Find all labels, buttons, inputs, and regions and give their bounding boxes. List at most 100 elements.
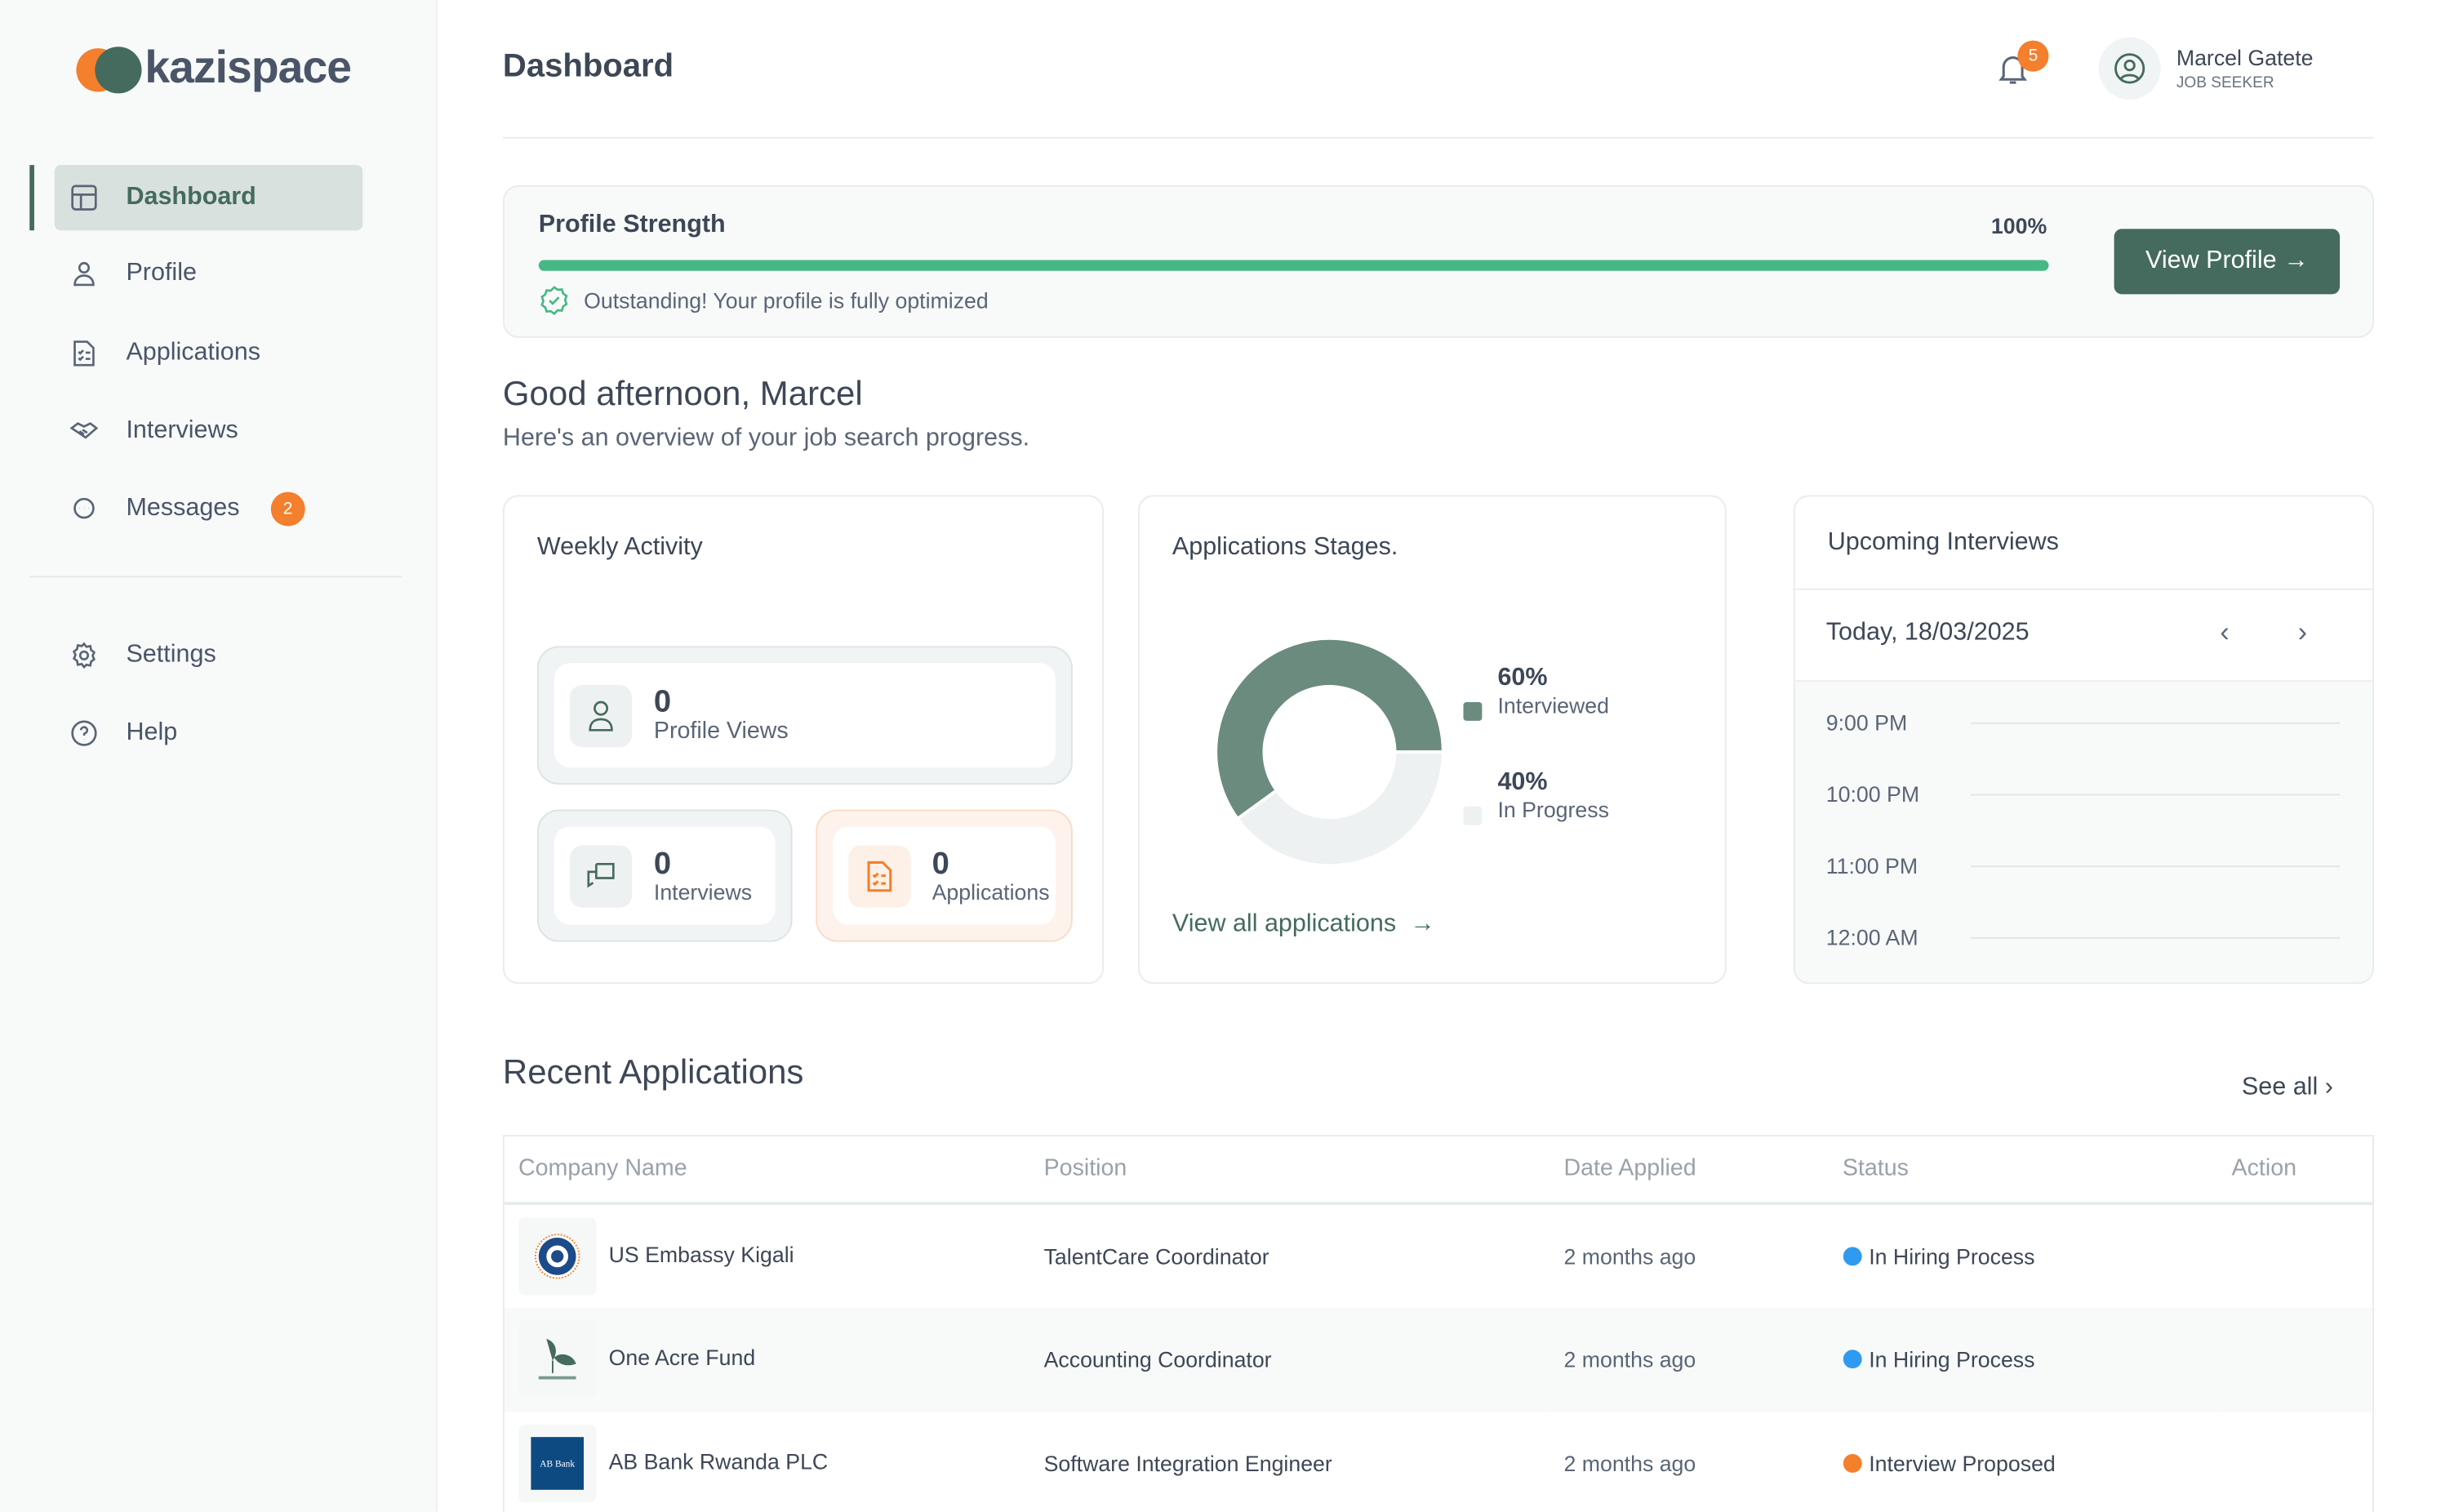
profile-strength-message: Outstanding! Your profile is fully optim… bbox=[539, 285, 989, 316]
status-cell: In Hiring Process bbox=[1829, 1203, 2218, 1307]
date-cell: 2 months ago bbox=[1563, 1243, 1696, 1269]
stat-interviews[interactable]: 0 Interviews bbox=[536, 809, 793, 942]
company-cell: AB Bank AB Bank Rwanda PLC bbox=[504, 1412, 1030, 1512]
sidebar-item-help[interactable]: Help bbox=[55, 700, 363, 766]
bell-icon bbox=[1999, 56, 2027, 84]
table-row[interactable]: One Acre Fund Accounting Coordinator 2 m… bbox=[503, 1306, 2374, 1412]
status-dot bbox=[1842, 1350, 1861, 1369]
layout-icon bbox=[71, 185, 97, 211]
stat-applications[interactable]: 0 Applications bbox=[816, 809, 1073, 942]
profile-strength-title: Profile Strength bbox=[538, 211, 726, 238]
status-cell: Interview Proposed bbox=[1829, 1412, 2218, 1512]
chevron-right-icon[interactable]: › bbox=[2297, 616, 2308, 648]
messages-badge: 2 bbox=[270, 491, 305, 527]
date-cell: 2 months ago bbox=[1550, 1306, 1829, 1412]
sidebar: kazispace Dashboard Profile Applications… bbox=[0, 0, 438, 1512]
column-header: Status bbox=[1828, 1136, 2218, 1204]
status-cell: In Hiring Process bbox=[1828, 1306, 2218, 1412]
chevron-right-icon: › bbox=[2324, 1074, 2333, 1101]
notifications-button[interactable]: 5 bbox=[1994, 40, 2049, 95]
applications-stages-title: Applications Stages. bbox=[1172, 534, 1398, 561]
company-logo bbox=[518, 1320, 597, 1399]
position-cell: Accounting Coordinator bbox=[1029, 1306, 1550, 1412]
table-row[interactable]: US Embassy Kigali TalentCare Coordinator… bbox=[504, 1203, 2373, 1307]
sidebar-item-dashboard[interactable]: Dashboard bbox=[54, 165, 363, 231]
position-cell: TalentCare Coordinator bbox=[1043, 1243, 1269, 1269]
greeting-subtitle: Here's an overview of your job search pr… bbox=[502, 425, 1030, 452]
column-header: Position bbox=[1029, 1136, 1550, 1204]
user-name: Marcel Gatete bbox=[2176, 45, 2314, 70]
donut-slice-interviewed bbox=[1214, 637, 1445, 821]
legend-swatch bbox=[1463, 806, 1483, 825]
verified-badge-icon bbox=[540, 286, 568, 315]
weekly-activity-card: Weekly Activity 0 Profile Views 0 Intervie… bbox=[502, 495, 1104, 985]
active-indicator bbox=[29, 165, 34, 231]
date-cell: 2 months ago bbox=[1563, 1450, 1696, 1476]
view-all-applications-link[interactable]: View all applications → bbox=[1172, 910, 1435, 937]
status-dot bbox=[1842, 1453, 1861, 1473]
profile-strength-progress bbox=[538, 260, 2049, 271]
svg-text:AB Bank: AB Bank bbox=[540, 1459, 575, 1469]
chat-icon bbox=[73, 497, 95, 519]
recent-applications-title: Recent Applications bbox=[502, 1052, 804, 1092]
time-slot: 11:00 PM bbox=[1826, 853, 2341, 878]
view-profile-button[interactable]: View Profile → bbox=[2114, 229, 2341, 295]
stat-profile-views[interactable]: 0 Profile Views bbox=[536, 646, 1073, 785]
column-header: Company Name bbox=[503, 1136, 1030, 1204]
notification-count-badge: 5 bbox=[2017, 40, 2049, 72]
user-icon bbox=[73, 261, 95, 287]
donut-slice-in-progress bbox=[1235, 750, 1445, 868]
upcoming-interviews-title: Upcoming Interviews bbox=[1827, 529, 2059, 556]
company-cell: One Acre Fund bbox=[503, 1306, 1030, 1412]
column-header: Action bbox=[2217, 1136, 2374, 1204]
greeting-title: Good afternoon, Marcel bbox=[502, 373, 863, 413]
sidebar-item-interviews[interactable]: Interviews bbox=[55, 398, 363, 464]
gear-icon bbox=[72, 642, 96, 669]
user-role: JOB SEEKER bbox=[2176, 74, 2274, 92]
kazispace-logo[interactable]: kazispace bbox=[76, 43, 352, 95]
sidebar-item-applications[interactable]: Applications bbox=[55, 321, 363, 386]
profile-strength-card: Profile Strength 100% Outstanding! Your … bbox=[502, 185, 2375, 338]
company-logo bbox=[518, 1216, 597, 1295]
action-cell[interactable] bbox=[2217, 1203, 2373, 1307]
company-cell: US Embassy Kigali bbox=[504, 1203, 1030, 1307]
time-slot: 9:00 PM bbox=[1826, 710, 2341, 735]
time-slot: 12:00 AM bbox=[1826, 925, 2341, 949]
user-menu[interactable]: Marcel Gatete JOB SEEKER bbox=[2098, 37, 2314, 100]
upcoming-interviews-card: Upcoming Interviews Today, 18/03/2025 ‹ … bbox=[1793, 495, 2375, 985]
chevron-left-icon[interactable]: ‹ bbox=[2220, 616, 2230, 648]
checklist-document-icon bbox=[73, 340, 95, 367]
sidebar-item-settings[interactable]: Settings bbox=[55, 623, 363, 688]
legend-swatch bbox=[1463, 702, 1483, 721]
help-circle-icon bbox=[71, 720, 97, 746]
avatar bbox=[2098, 37, 2161, 100]
user-circle-icon bbox=[2114, 53, 2145, 84]
legend-in-progress: 40% In Progress bbox=[1463, 769, 1609, 825]
applications-stages-card: Applications Stages. 60% Interviewed 40% I… bbox=[1137, 495, 1727, 985]
stages-donut-chart bbox=[1214, 637, 1445, 868]
column-header: Date Applied bbox=[1550, 1136, 1829, 1204]
position-cell: Software Integration Engineer bbox=[1043, 1450, 1332, 1476]
action-cell[interactable] bbox=[2217, 1306, 2374, 1412]
handshake-icon bbox=[69, 422, 99, 439]
interviews-date: Today, 18/03/2025 bbox=[1825, 619, 2030, 647]
table-row[interactable]: AB Bank AB Bank Rwanda PLC Software Integ… bbox=[504, 1412, 2373, 1512]
time-slot: 10:00 PM bbox=[1826, 781, 2341, 807]
see-all-link[interactable]: See all › bbox=[2241, 1074, 2333, 1101]
status-dot bbox=[1842, 1246, 1861, 1265]
company-logo: AB Bank bbox=[518, 1424, 597, 1502]
sidebar-item-profile[interactable]: Profile bbox=[55, 242, 363, 307]
chat-bubbles-icon bbox=[569, 844, 633, 907]
page-title: Dashboard bbox=[502, 48, 674, 84]
user-icon bbox=[569, 684, 633, 747]
header-divider bbox=[502, 136, 2375, 139]
profile-strength-percent: 100% bbox=[1990, 213, 2048, 238]
arrow-right-icon: → bbox=[2283, 247, 2309, 274]
legend-interviewed: 60% Interviewed bbox=[1463, 665, 1609, 721]
arrow-right-icon: → bbox=[1403, 910, 1435, 937]
weekly-activity-title: Weekly Activity bbox=[536, 534, 703, 561]
checklist-document-icon bbox=[848, 844, 910, 907]
sidebar-item-messages[interactable]: Messages 2 bbox=[55, 477, 363, 542]
action-cell[interactable] bbox=[2217, 1412, 2373, 1512]
recent-applications-table: Company Name Position Date Applied Statu… bbox=[502, 1135, 2375, 1512]
